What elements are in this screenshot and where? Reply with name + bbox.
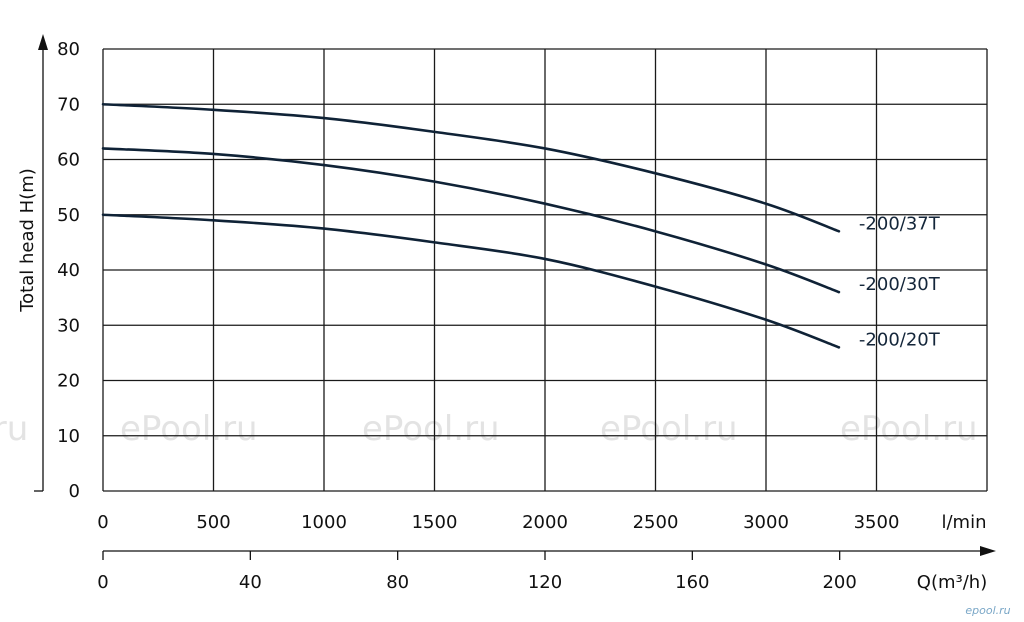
y-tick-label: 0 bbox=[69, 481, 80, 502]
x2-unit-label: Q(m³/h) bbox=[917, 572, 987, 593]
y-tick-label: 50 bbox=[57, 205, 80, 226]
x2-tick-label: 0 bbox=[97, 572, 108, 593]
series-label: -200/37T bbox=[859, 213, 941, 234]
x-tick-label: 500 bbox=[196, 512, 230, 533]
x-tick-label: 1500 bbox=[412, 512, 458, 533]
y-tick-label: 60 bbox=[57, 150, 80, 171]
watermark-text: ePool.ru bbox=[362, 409, 500, 449]
series-curve bbox=[101, 147, 841, 294]
y-tick-label: 20 bbox=[57, 371, 80, 392]
curves bbox=[101, 102, 841, 349]
x-tick-label: 2500 bbox=[633, 512, 679, 533]
y-tick-label: 40 bbox=[57, 260, 80, 281]
x-tick-label: 0 bbox=[97, 512, 108, 533]
x2-tick-label: 40 bbox=[239, 572, 262, 593]
y-axis-title: Total head H(m) bbox=[17, 168, 38, 313]
series-curve bbox=[101, 213, 841, 349]
watermark-text: ePool.ru bbox=[600, 409, 738, 449]
x-unit-label: l/min bbox=[941, 512, 986, 533]
x2-tick-label: 200 bbox=[822, 572, 856, 593]
axes bbox=[34, 34, 996, 560]
x2-tick-label: 80 bbox=[386, 572, 409, 593]
y-tick-label: 70 bbox=[57, 94, 80, 115]
grid bbox=[102, 48, 988, 492]
watermark-text: .ru bbox=[0, 409, 28, 449]
y-tick-label: 10 bbox=[57, 426, 80, 447]
x2-tick-label: 160 bbox=[675, 572, 709, 593]
x2-tick-label: 120 bbox=[528, 572, 562, 593]
x-tick-label: 3500 bbox=[854, 512, 900, 533]
x-tick-label: 1000 bbox=[301, 512, 347, 533]
y-tick-label: 80 bbox=[57, 39, 80, 60]
series-label: -200/30T bbox=[859, 274, 941, 295]
x-tick-label: 3000 bbox=[743, 512, 789, 533]
series-label: -200/20T bbox=[859, 329, 941, 350]
series-curve bbox=[101, 102, 841, 233]
x-tick-label: 2000 bbox=[522, 512, 568, 533]
watermark-text: ePool.ru bbox=[120, 409, 258, 449]
x2-axis-arrow bbox=[980, 546, 996, 556]
watermarks: .ru ePool.ru ePool.ru ePool.ru ePool.ru bbox=[0, 409, 978, 449]
y-tick-label: 30 bbox=[57, 315, 80, 336]
watermark-text: ePool.ru bbox=[840, 409, 978, 449]
y-axis-arrow bbox=[38, 34, 48, 50]
corner-watermark: epool.ru bbox=[965, 604, 1010, 617]
